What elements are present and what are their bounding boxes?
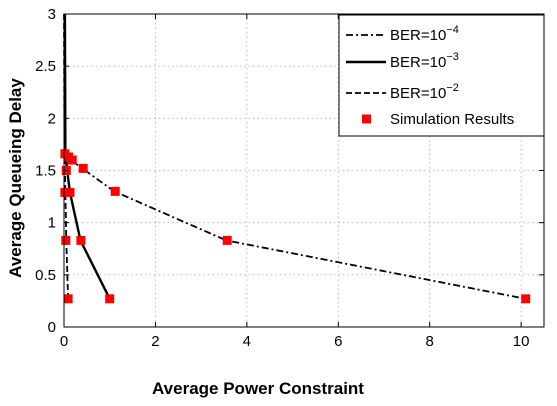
y-tick-label: 0.5 <box>35 267 56 284</box>
legend-label: BER=10−2 <box>390 82 459 102</box>
simulation-marker <box>60 187 70 197</box>
series-line-dashed <box>63 13 70 299</box>
x-tick-label: 2 <box>151 333 159 350</box>
x-axis-label: Average Power Constraint <box>152 379 364 398</box>
y-tick-label: 1.5 <box>35 163 56 180</box>
simulation-marker <box>78 163 88 173</box>
x-tick-label: 6 <box>334 333 342 350</box>
marker-layer <box>60 149 531 304</box>
legend-label: BER=10−3 <box>390 51 459 71</box>
legend-marker-swatch <box>362 114 371 124</box>
simulation-marker <box>63 294 73 304</box>
simulation-marker <box>76 235 86 245</box>
x-tick-label: 4 <box>243 333 251 350</box>
simulation-marker <box>65 187 75 197</box>
simulation-marker <box>222 235 232 245</box>
simulation-marker <box>61 235 71 245</box>
x-tick-label: 0 <box>60 333 68 350</box>
y-tick-label: 2.5 <box>35 58 56 75</box>
simulation-marker <box>521 294 531 304</box>
legend-label: BER=10−4 <box>390 24 459 44</box>
legend-box <box>338 14 545 137</box>
y-tick-label: 2 <box>48 110 56 127</box>
x-tick-label: 10 <box>513 333 530 350</box>
y-axis-label: Average Queueing Delay <box>6 78 25 278</box>
x-tick-label: 8 <box>426 333 434 350</box>
ticks: 0 2 4 6 8 10 0 0.5 1 1.5 2 2.5 3 <box>35 6 544 350</box>
series-line-solid <box>63 13 111 300</box>
y-tick-label: 1 <box>48 215 56 232</box>
simulation-marker <box>110 186 120 196</box>
simulation-marker <box>105 294 115 304</box>
simulation-marker <box>67 155 77 165</box>
y-tick-label: 3 <box>48 6 56 23</box>
y-tick-label: 0 <box>48 319 56 336</box>
legend: BER=10−4 BER=10−3 BER=10−2 Simulation Resul… <box>338 14 545 137</box>
legend-label: Simulation Results <box>390 111 514 128</box>
